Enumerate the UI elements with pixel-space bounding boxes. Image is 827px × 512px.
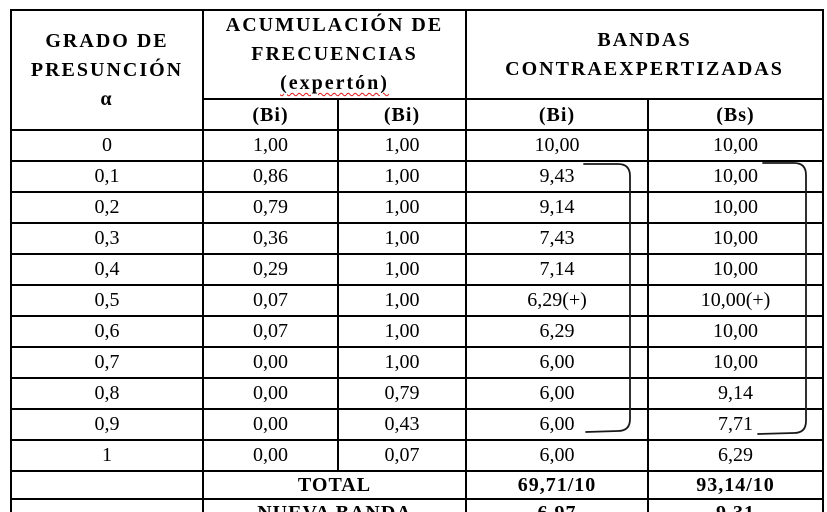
cell-alpha: 0,9 — [10, 408, 204, 441]
cell-acum-bi: 0,86 — [202, 160, 339, 193]
header-bandas-contraexpertizadas: BANDAS CONTRAEXPERTIZADAS — [465, 9, 824, 100]
cell-acum-bi: 0,29 — [202, 253, 339, 286]
cell-alpha: 0,3 — [10, 222, 204, 255]
cell-acum-bi: 0,00 — [202, 439, 339, 472]
cell-banda-bi: 6,00 — [465, 408, 649, 441]
cell-acum-bi2: 1,00 — [337, 315, 467, 348]
cell-alpha: 0,6 — [10, 315, 204, 348]
nueva-banda-bi: 6,97 — [465, 498, 649, 512]
cell-banda-bs: 10,00 — [647, 222, 824, 255]
cell-acum-bi2: 1,00 — [337, 160, 467, 193]
cell-banda-bi: 7,14 — [465, 253, 649, 286]
table-row: 0,1 0,86 1,00 9,43 10,00 — [10, 160, 824, 193]
cell-acum-bi: 0,36 — [202, 222, 339, 255]
cell-alpha: 0 — [10, 129, 204, 162]
table-row: 0,7 0,00 1,00 6,00 10,00 — [10, 346, 824, 379]
cell-alpha: 0,7 — [10, 346, 204, 379]
blank-cell — [10, 470, 204, 500]
cell-acum-bi: 0,00 — [202, 377, 339, 410]
header-grado-line2: PRESUNCIÓN — [30, 58, 184, 81]
total-banda-bs: 93,14/10 — [647, 470, 824, 500]
header-acumulacion-frecuencias: ACUMULACIÓN DE FRECUENCIAS (expertón) — [202, 9, 467, 100]
table-row: 0,5 0,07 1,00 6,29(+) 10,00(+) — [10, 284, 824, 317]
alpha-symbol: α — [100, 87, 114, 110]
subheader-banda-bs: (Bs) — [647, 98, 824, 131]
subheader-acum-bi: (Bi) — [202, 98, 339, 131]
cell-acum-bi: 0,00 — [202, 346, 339, 379]
header-grado-line1: GRADO DE — [45, 29, 169, 52]
total-label: TOTAL — [202, 470, 467, 500]
nueva-banda-bs: 9,31 — [647, 498, 824, 512]
total-row: TOTAL 69,71/10 93,14/10 — [10, 470, 824, 500]
header-acumulacion-line2: FRECUENCIAS — [251, 43, 418, 65]
cell-banda-bi: 6,29(+) — [465, 284, 649, 317]
table-row: 0 1,00 1,00 10,00 10,00 — [10, 129, 824, 162]
table-row: 0,3 0,36 1,00 7,43 10,00 — [10, 222, 824, 255]
header-bandas-line1: BANDAS — [597, 28, 692, 51]
cell-acum-bi2: 1,00 — [337, 129, 467, 162]
cell-banda-bs: 6,29 — [647, 439, 824, 472]
cell-acum-bi2: 1,00 — [337, 346, 467, 379]
cell-banda-bs: 10,00 — [647, 129, 824, 162]
cell-banda-bs: 10,00(+) — [647, 284, 824, 317]
subheader-banda-bi: (Bi) — [465, 98, 649, 131]
cell-banda-bs: 10,00 — [647, 346, 824, 379]
cell-alpha: 0,1 — [10, 160, 204, 193]
cell-banda-bs: 9,14 — [647, 377, 824, 410]
total-banda-bi: 69,71/10 — [465, 470, 649, 500]
cell-banda-bi: 9,43 — [465, 160, 649, 193]
cell-acum-bi: 0,07 — [202, 284, 339, 317]
cell-banda-bs: 10,00 — [647, 160, 824, 193]
cell-banda-bi: 9,14 — [465, 191, 649, 224]
cell-acum-bi2: 0,43 — [337, 408, 467, 441]
cell-acum-bi: 0,00 — [202, 408, 339, 441]
cell-acum-bi2: 1,00 — [337, 253, 467, 286]
cell-alpha: 0,4 — [10, 253, 204, 286]
table-row: 0,8 0,00 0,79 6,00 9,14 — [10, 377, 824, 410]
cell-alpha: 1 — [10, 439, 204, 472]
cell-acum-bi2: 0,07 — [337, 439, 467, 472]
cell-banda-bi: 6,00 — [465, 346, 649, 379]
table-row: 0,6 0,07 1,00 6,29 10,00 — [10, 315, 824, 348]
table-row: 0,4 0,29 1,00 7,14 10,00 — [10, 253, 824, 286]
cell-banda-bi: 10,00 — [465, 129, 649, 162]
header-grado-presuncion: GRADO DE PRESUNCIÓN α — [10, 9, 204, 131]
cell-banda-bi: 6,29 — [465, 315, 649, 348]
cell-banda-bi: 6,00 — [465, 439, 649, 472]
cell-alpha: 0,8 — [10, 377, 204, 410]
cell-acum-bi: 0,79 — [202, 191, 339, 224]
cell-banda-bs: 10,00 — [647, 315, 824, 348]
cell-alpha: 0,2 — [10, 191, 204, 224]
cell-acum-bi2: 1,00 — [337, 284, 467, 317]
subheader-acum-bi2: (Bi) — [337, 98, 467, 131]
table-row: 1 0,00 0,07 6,00 6,29 — [10, 439, 824, 472]
nueva-banda-row: NUEVA BANDA 6,97 9,31 — [10, 498, 824, 512]
cell-acum-bi: 1,00 — [202, 129, 339, 162]
cell-banda-bs: 10,00 — [647, 191, 824, 224]
table-row: 0,2 0,79 1,00 9,14 10,00 — [10, 191, 824, 224]
header-acumulacion-line1: ACUMULACIÓN DE — [225, 14, 444, 36]
cell-banda-bs: 7,71 — [647, 408, 824, 441]
blank-cell — [10, 498, 204, 512]
cell-acum-bi2: 1,00 — [337, 191, 467, 224]
cell-acum-bi2: 0,79 — [337, 377, 467, 410]
cell-banda-bs: 10,00 — [647, 253, 824, 286]
cell-banda-bi: 7,43 — [465, 222, 649, 255]
cell-acum-bi: 0,07 — [202, 315, 339, 348]
cell-acum-bi2: 1,00 — [337, 222, 467, 255]
header-experton-misspelled: (expertón) — [280, 72, 389, 94]
header-bandas-line2: CONTRAEXPERTIZADAS — [505, 57, 784, 80]
cell-banda-bi: 6,00 — [465, 377, 649, 410]
contraexpertizacion-table: GRADO DE PRESUNCIÓN α ACUMULACIÓN DE FRE… — [10, 9, 824, 512]
table-row: 0,9 0,00 0,43 6,00 7,71 — [10, 408, 824, 441]
nueva-banda-label: NUEVA BANDA — [202, 498, 467, 512]
cell-alpha: 0,5 — [10, 284, 204, 317]
